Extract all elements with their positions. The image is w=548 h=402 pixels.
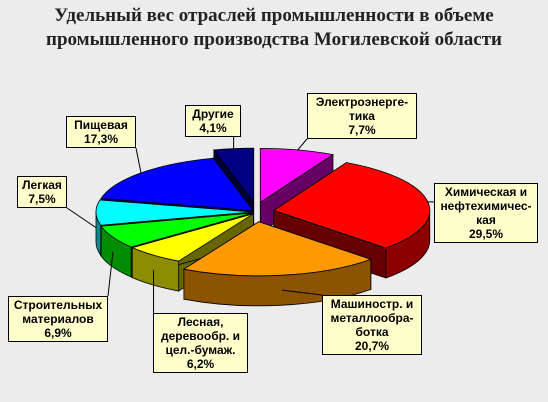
label-chem: Химическая и нефтехимичес- кая 29,5% <box>434 183 538 243</box>
label-food: Пищевая 17,3% <box>66 116 136 148</box>
leader-line-light <box>66 207 97 229</box>
slice-top-light <box>95 199 253 226</box>
leader-line-food <box>135 147 142 174</box>
chart-title: Удельный вес отраслей промышленности в о… <box>0 4 548 52</box>
slice-top-food <box>100 157 254 211</box>
leader-line-electro <box>297 138 308 151</box>
slice-mach <box>182 221 373 307</box>
slice-top-forest <box>131 213 254 262</box>
label-forest: Лесная, деревообр. и цел.-бумаж. 6,2% <box>153 313 248 373</box>
label-other: Другие 4,1% <box>185 105 241 137</box>
label-build: Строительных материалов 6,9% <box>8 296 108 342</box>
label-light: Легкая 7,5% <box>17 176 67 208</box>
chart-title-line-2: промышленного производства Могилевской о… <box>46 29 502 50</box>
leader-line-build <box>107 252 114 297</box>
slice-top-build <box>100 212 253 248</box>
label-mach: Машиностр. и металлообра- ботка 20,7% <box>322 295 422 355</box>
slice-top-mach <box>182 221 373 277</box>
chart-title-line-1: Удельный вес отраслей промышленности в о… <box>54 5 494 26</box>
leader-line-mach <box>282 289 323 296</box>
slice-top-other <box>213 147 255 204</box>
label-electro: Электроэнерге- тика 7,7% <box>307 93 417 139</box>
